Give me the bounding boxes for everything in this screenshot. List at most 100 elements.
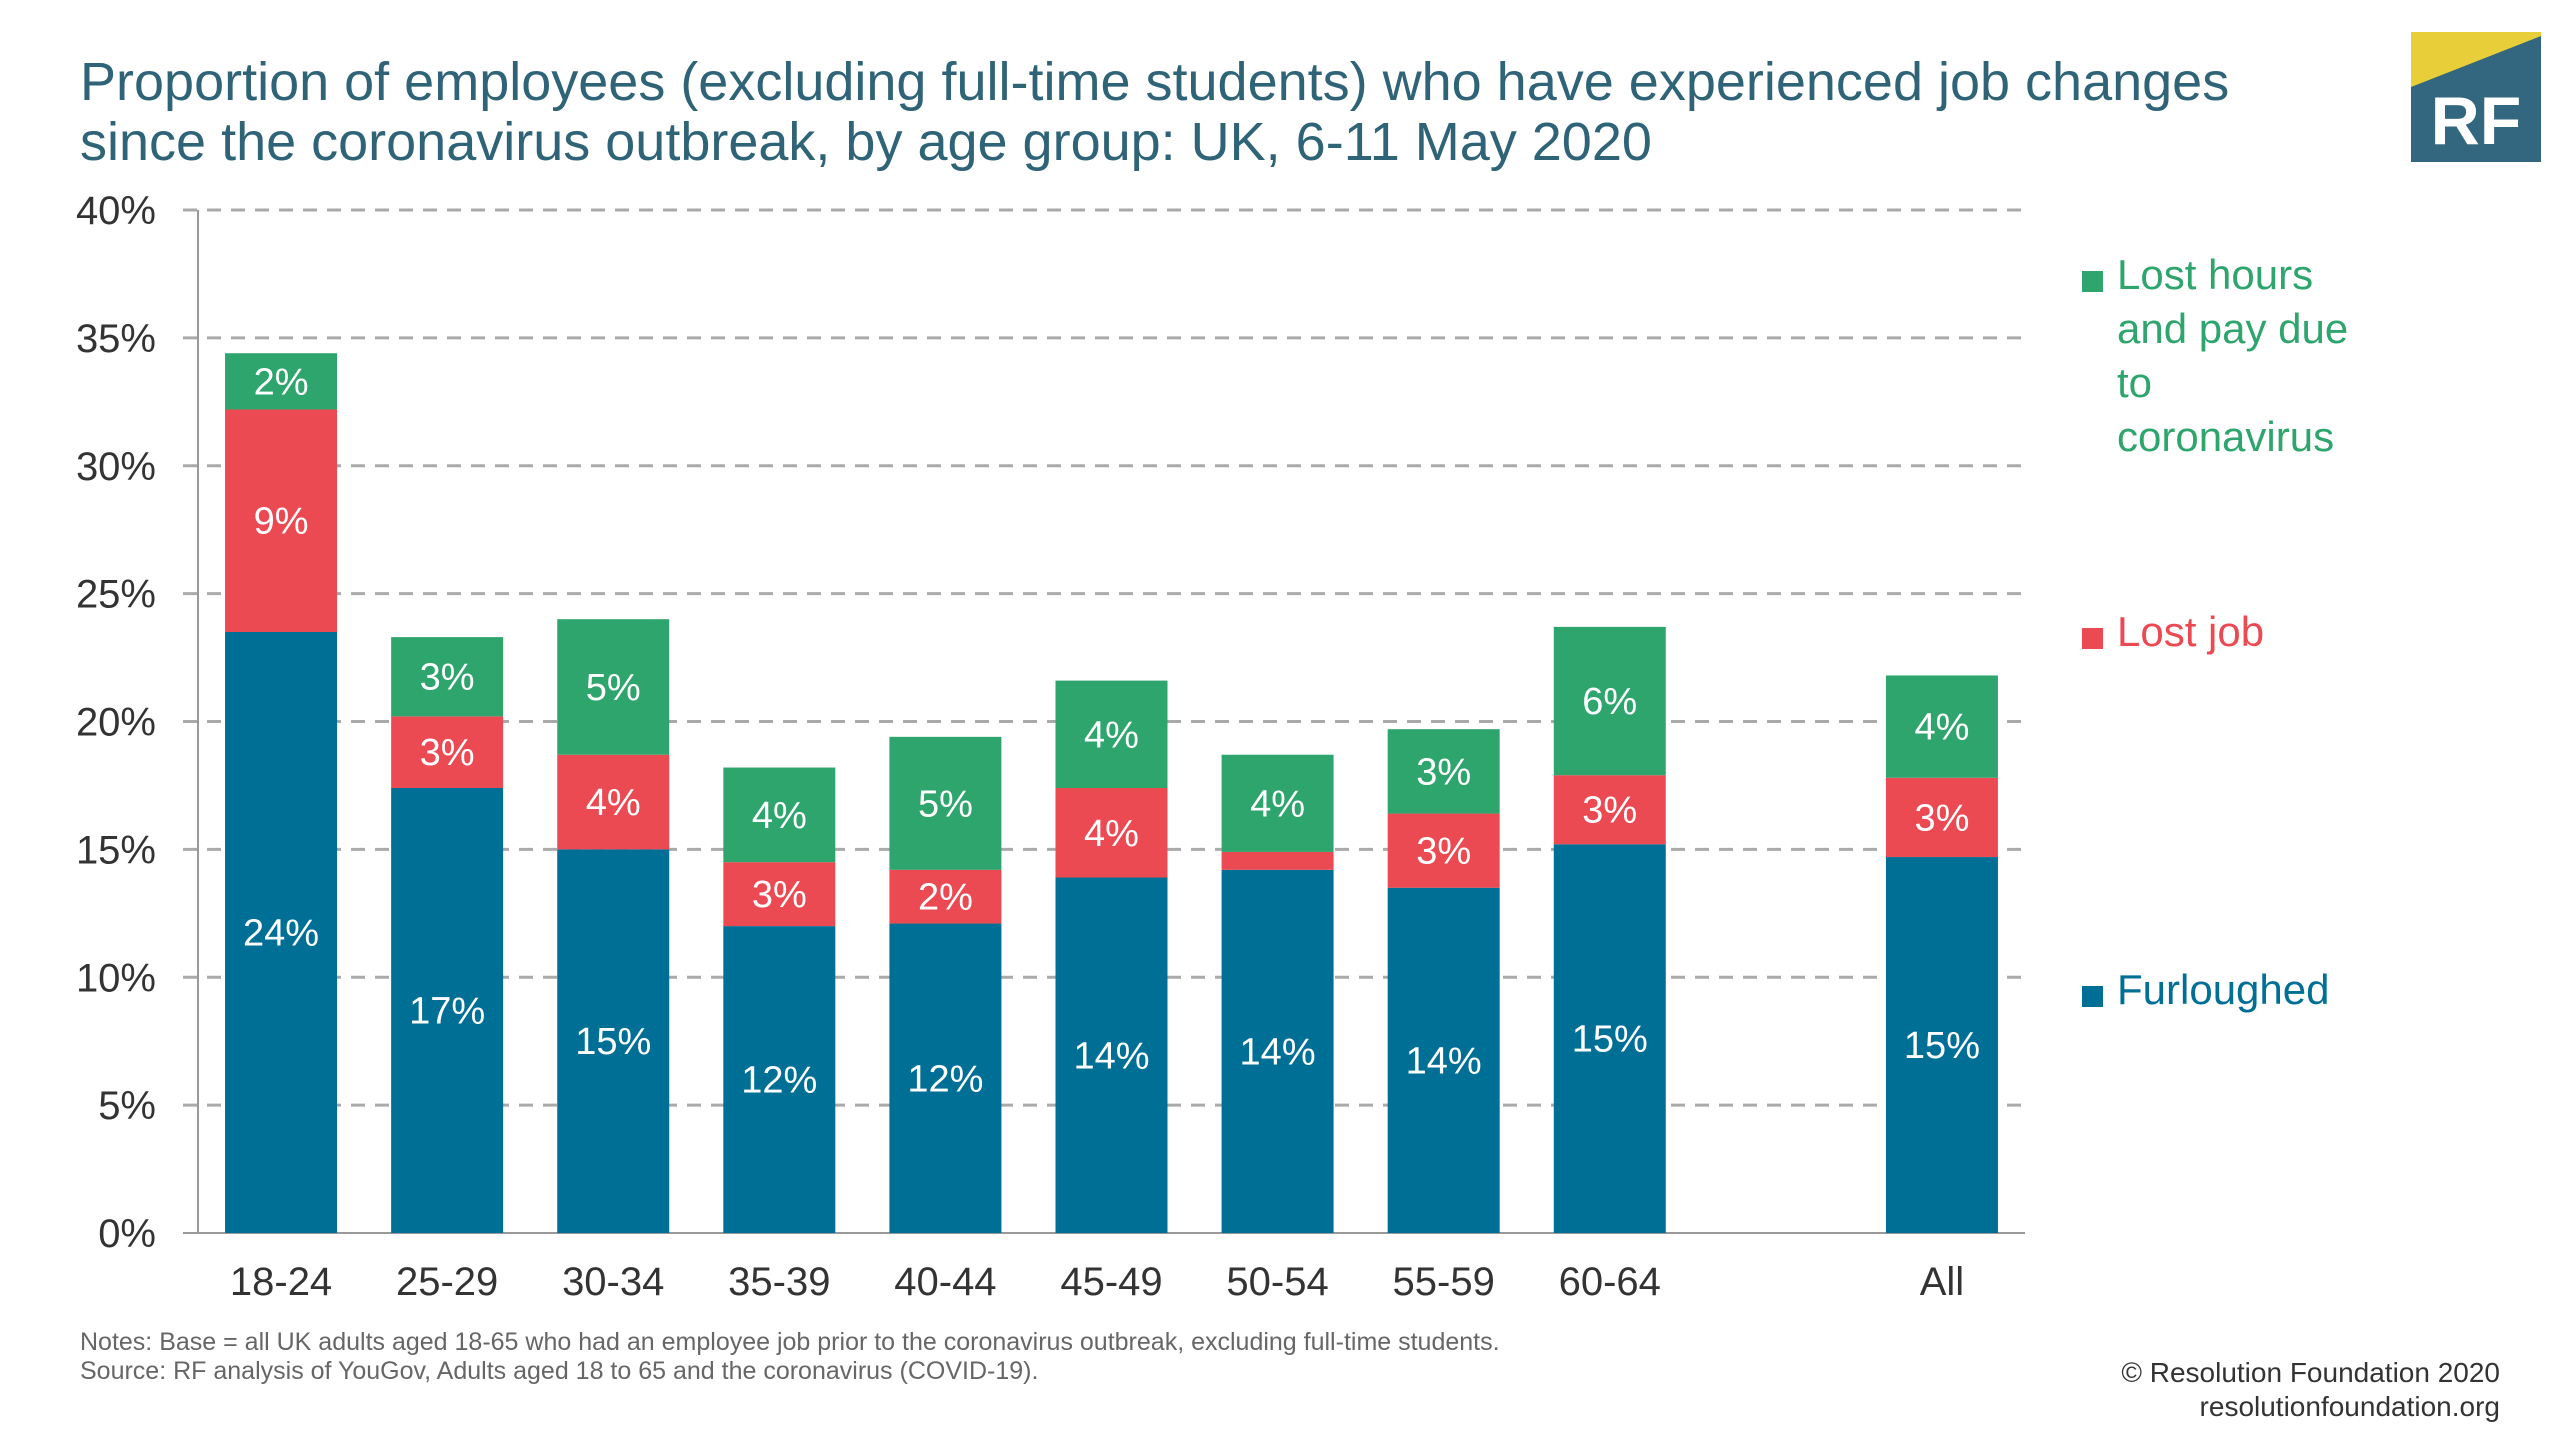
bar-segment [1221, 754, 1334, 852]
y-tick-label: 15% [76, 828, 156, 872]
data-label: 5% [586, 667, 641, 709]
data-label: 14% [1406, 1040, 1482, 1082]
y-tick-label: 5% [98, 1084, 156, 1128]
data-label: 15% [575, 1021, 651, 1063]
y-tick-label: 25% [76, 573, 156, 617]
bar-segment [889, 869, 1002, 924]
bar-segment [391, 716, 504, 788]
data-label: 2% [254, 361, 309, 403]
x-tick-label: 40-44 [894, 1260, 996, 1304]
y-tick-label: 0% [98, 1212, 156, 1256]
data-label: 4% [586, 782, 641, 824]
legend-label: Furloughed [2117, 966, 2329, 1013]
chart-title-line-2: since the coronavirus outbreak, by age g… [80, 112, 1652, 172]
bar-segment [1221, 851, 1334, 870]
bar-segment [723, 767, 836, 863]
data-label: 4% [752, 795, 807, 837]
bar-segment [1055, 877, 1168, 1233]
rf-logo: RF [2411, 32, 2541, 162]
x-tick-label: 55-59 [1393, 1260, 1495, 1304]
x-tick-label: 60-64 [1559, 1260, 1661, 1304]
y-tick-label: 20% [76, 701, 156, 745]
copyright-text: © Resolution Foundation 2020 [2121, 1357, 2500, 1388]
chart-title: Proportion of employees (excluding full-… [80, 52, 2330, 172]
y-tick-label: 10% [76, 956, 156, 1000]
chart-title-line-1: Proportion of employees (excluding full-… [80, 52, 2230, 112]
bar-segment [391, 637, 504, 717]
bar-segment [1387, 729, 1500, 814]
data-label: 3% [420, 732, 475, 774]
legend-label: Lost hours [2117, 251, 2313, 298]
bar-segment [1387, 887, 1500, 1233]
data-label: 14% [1240, 1031, 1316, 1073]
bar-segment [889, 736, 1002, 870]
data-label: 9% [254, 501, 309, 543]
notes-line: Notes: Base = all UK adults aged 18-65 w… [80, 1328, 1500, 1356]
rf-logo-accent [2411, 32, 2541, 87]
x-tick-label: 25-29 [396, 1260, 498, 1304]
legend-label: and pay due [2117, 305, 2348, 352]
bar-segment [557, 619, 670, 755]
bar-segment [1885, 777, 1998, 858]
x-tick-label: 45-49 [1060, 1260, 1162, 1304]
data-label: 12% [907, 1058, 983, 1100]
data-label: 3% [1914, 797, 1969, 839]
data-label: 2% [918, 877, 973, 919]
data-label: 15% [1904, 1025, 1980, 1067]
bar-segment [1553, 775, 1666, 845]
data-label: 15% [1572, 1019, 1648, 1061]
x-tick-label: 35-39 [728, 1260, 830, 1304]
legend-label: coronavirus [2117, 413, 2334, 460]
legend: Lost hours and pay due to coronavirus Lost j… [2082, 251, 2348, 1013]
data-label: 3% [1416, 831, 1471, 873]
data-label: 3% [1582, 790, 1637, 832]
bar-segment [1055, 680, 1168, 788]
y-tick-label: 35% [76, 317, 156, 361]
bar-segment [723, 862, 836, 927]
website-text: resolutionfoundation.org [2199, 1391, 2500, 1422]
legend-label: to [2117, 359, 2152, 406]
bar-segment [225, 353, 338, 410]
bar-segment [1553, 626, 1666, 776]
data-label: 12% [741, 1060, 817, 1102]
x-tick-label: All [1920, 1260, 1964, 1304]
x-tick-label: 18-24 [230, 1260, 332, 1304]
x-tick-label: 50-54 [1226, 1260, 1328, 1304]
legend-label: Lost job [2117, 608, 2264, 655]
bar-segment [1885, 675, 1998, 778]
rf-logo-text: RF [2431, 83, 2522, 159]
data-labels: 24% 9% 2% 17% 3% 3% 15% 4% 5% 12% 3% 4% 12% 2% 5% 14% 4%… [243, 361, 1980, 1101]
bar-segment [557, 754, 670, 850]
axes: 0% 5% 10% 15% 20% 25% 30% 35% 40% 18-24 25-29 30-34… [76, 189, 2025, 1304]
data-label: 3% [752, 874, 807, 916]
x-tick-label: 30-34 [562, 1260, 664, 1304]
data-label: 3% [1416, 751, 1471, 793]
data-label: 5% [918, 783, 973, 825]
data-label: 4% [1250, 783, 1305, 825]
y-tick-label: 40% [76, 189, 156, 233]
data-label: 4% [1084, 813, 1139, 855]
data-label: 14% [1073, 1035, 1149, 1077]
bar-segment [391, 787, 504, 1233]
legend-swatch [2082, 271, 2103, 292]
legend-swatch [2082, 986, 2103, 1007]
data-label: 17% [409, 990, 485, 1032]
data-label: 4% [1084, 714, 1139, 756]
bar-segment [225, 631, 338, 1233]
data-label: 6% [1582, 681, 1637, 723]
bar-segment [225, 409, 338, 632]
data-label: 4% [1914, 707, 1969, 749]
bar-segment [889, 923, 1002, 1233]
y-tick-label: 30% [76, 445, 156, 489]
data-label: 24% [243, 912, 319, 954]
legend-swatch [2082, 628, 2103, 649]
bar-segment [723, 926, 836, 1233]
bar-segment [1387, 813, 1500, 888]
bar-segment [1221, 869, 1334, 1233]
bar-segment [1885, 857, 1998, 1233]
notes: Notes: Base = all UK adults aged 18-65 w… [80, 1328, 1500, 1386]
bars [225, 353, 1998, 1233]
data-label: 3% [420, 657, 475, 699]
source-line: Source: RF analysis of YouGov, Adults ag… [80, 1357, 1039, 1385]
